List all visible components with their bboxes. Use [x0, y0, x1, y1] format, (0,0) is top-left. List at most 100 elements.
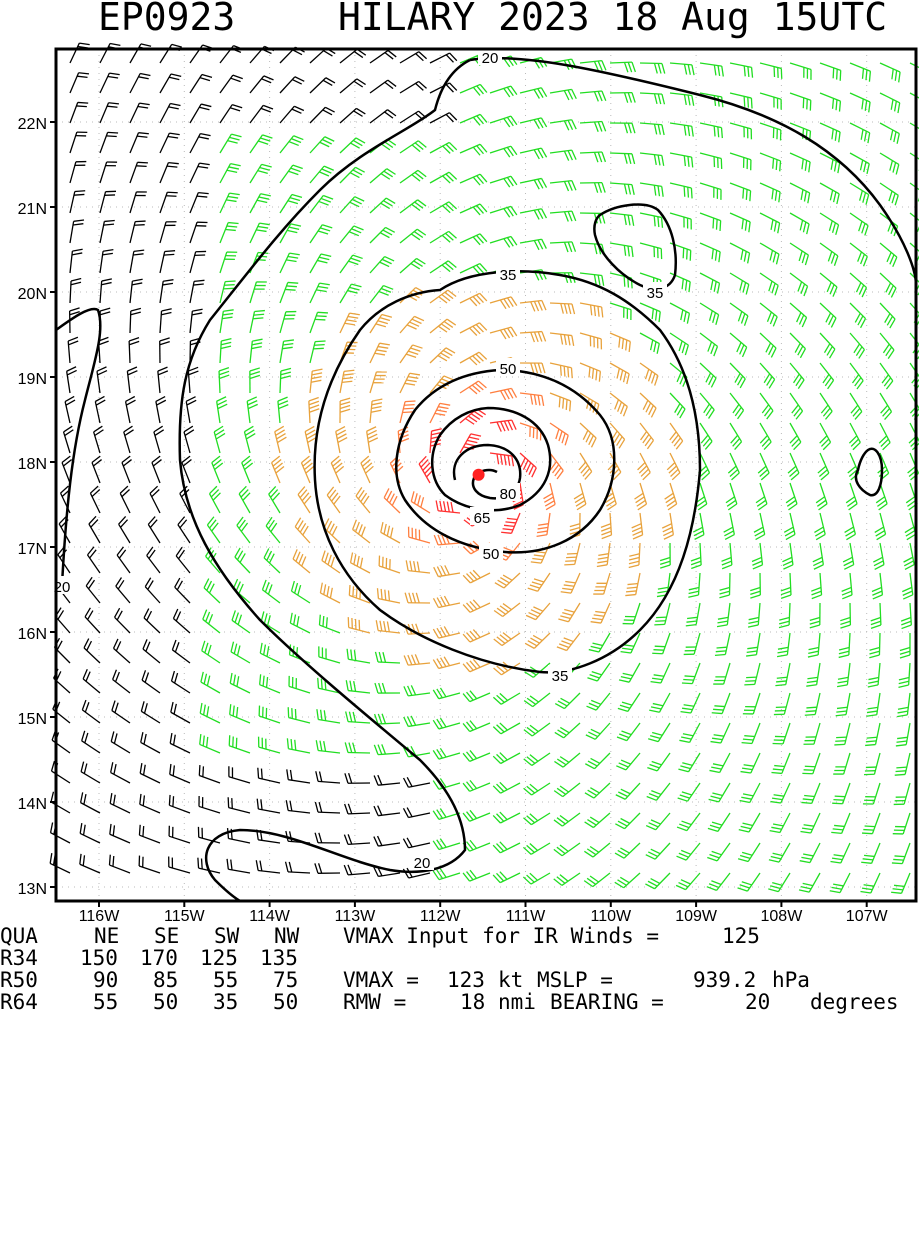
barb-feather: [76, 106, 86, 107]
barb-feather: [744, 684, 754, 685]
barb-feather: [106, 136, 116, 137]
barb-feather: [773, 769, 783, 770]
barb-feather: [652, 653, 662, 654]
barb-feather: [570, 401, 571, 411]
barb-feather: [655, 646, 665, 647]
barb-feather: [225, 230, 235, 231]
bearing-label: BEARING =: [550, 992, 664, 1012]
barb-feather: [776, 160, 777, 170]
lat-label: 14N: [18, 796, 47, 813]
barb-feather: [323, 616, 324, 626]
barb-feather: [690, 250, 691, 260]
barb-feather: [713, 218, 714, 228]
barb-feather: [662, 217, 663, 227]
barb-feather: [258, 768, 259, 778]
barb-feather: [863, 830, 873, 831]
barb-feather: [137, 162, 147, 163]
barb-feather: [895, 856, 905, 857]
barb-feather: [261, 769, 262, 779]
barb-feather: [135, 221, 145, 222]
barb-feather: [561, 365, 562, 375]
barb-feather: [836, 737, 846, 738]
contour-label: 35: [647, 285, 664, 302]
contour-label: 80: [500, 486, 517, 503]
barb-feather: [165, 251, 175, 252]
r34-ne: 150: [80, 948, 118, 968]
footer-table: QUA NE SE SW NW VMAX Input for IR Winds …: [0, 924, 919, 1014]
vmax-input-value: 125: [722, 926, 760, 946]
contour-label: 35: [500, 267, 517, 284]
barb-feather: [687, 249, 688, 259]
barb-feather: [139, 825, 140, 835]
r64-ne: 55: [93, 992, 118, 1012]
mslp-value: 939.2: [693, 970, 756, 990]
barb-feather: [866, 741, 876, 742]
lat-label: 18N: [18, 456, 47, 473]
r34-label: R34: [0, 948, 38, 968]
contour-label: 50: [500, 361, 517, 378]
lon-label: 115W: [164, 908, 206, 924]
barb-feather: [688, 187, 689, 197]
lat-label: 17N: [18, 541, 47, 558]
barb-feather: [316, 316, 326, 317]
barb-feather: [169, 795, 170, 805]
barb-feather: [624, 276, 625, 286]
barb-feather: [896, 771, 906, 772]
qua-ne: NE: [94, 926, 119, 946]
lon-label: 114W: [249, 908, 291, 924]
lat-label: 13N: [18, 881, 47, 898]
barb-feather: [314, 345, 324, 346]
barb-feather: [720, 221, 721, 231]
bearing-value: 20: [745, 992, 770, 1012]
barb-feather: [656, 617, 666, 618]
barb-feather: [867, 737, 877, 738]
barb-feather: [865, 745, 875, 746]
r64-se: 50: [153, 992, 178, 1012]
lon-label: 108W: [761, 908, 804, 924]
barb-feather: [405, 401, 415, 402]
barb-feather: [746, 189, 747, 199]
barb-feather: [134, 225, 144, 226]
r34-sw: 125: [200, 948, 238, 968]
barb-feather: [714, 126, 715, 136]
rmw-label: RMW =: [343, 992, 406, 1012]
barb-feather: [806, 711, 816, 712]
qua-se: SE: [154, 926, 179, 946]
barb-feather: [253, 318, 263, 319]
barb-feather: [805, 714, 815, 715]
barb-feather: [742, 743, 752, 744]
barb-feather: [836, 100, 837, 110]
r50-ne: 90: [93, 970, 118, 990]
r64-sw: 35: [213, 992, 238, 1012]
lon-label: 113W: [335, 908, 377, 924]
barb-feather: [691, 188, 692, 198]
barb-feather: [353, 586, 354, 596]
map-background: [56, 49, 916, 901]
barb-feather: [141, 44, 151, 46]
barb-feather: [313, 348, 323, 349]
barb-feather: [318, 312, 328, 313]
lon-label: 116W: [79, 908, 121, 924]
barb-feather: [896, 767, 906, 768]
mslp-label: MSLP =: [537, 970, 613, 990]
barb-feather: [743, 739, 753, 740]
barb-feather: [136, 166, 146, 167]
barb-feather: [567, 553, 577, 554]
mslp-unit: hPa: [772, 970, 810, 990]
barb-feather: [893, 859, 903, 860]
r64-nw: 50: [273, 992, 298, 1012]
barb-feather: [349, 585, 350, 595]
barb-feather: [51, 822, 53, 832]
barb-feather: [224, 285, 234, 286]
bearing-unit: degrees: [810, 992, 899, 1012]
barb-feather: [321, 679, 322, 689]
barb-feather: [713, 709, 723, 710]
barb-feather: [892, 863, 902, 864]
barb-feather: [51, 792, 53, 802]
lat-label: 15N: [18, 711, 47, 728]
barb-feather: [164, 254, 174, 255]
barb-feather: [722, 128, 723, 138]
barb-feather: [108, 132, 118, 133]
barb-feather: [684, 186, 685, 196]
barb-feather: [833, 98, 834, 108]
